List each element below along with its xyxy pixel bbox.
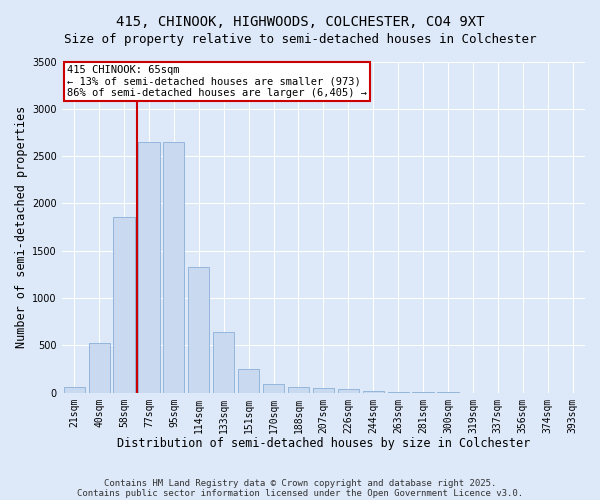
Y-axis label: Number of semi-detached properties: Number of semi-detached properties [15, 106, 28, 348]
Bar [313, 388, 334, 392]
Text: Contains public sector information licensed under the Open Government Licence v3: Contains public sector information licen… [77, 488, 523, 498]
Bar [288, 386, 309, 392]
Bar [64, 386, 85, 392]
Bar [338, 390, 359, 392]
Bar [188, 267, 209, 392]
Text: Size of property relative to semi-detached houses in Colchester: Size of property relative to semi-detach… [64, 32, 536, 46]
Bar [362, 391, 384, 392]
Bar [263, 384, 284, 392]
Text: 415, CHINOOK, HIGHWOODS, COLCHESTER, CO4 9XT: 415, CHINOOK, HIGHWOODS, COLCHESTER, CO4… [116, 15, 484, 29]
Bar [163, 142, 184, 393]
Bar [238, 369, 259, 392]
Bar [89, 343, 110, 392]
Text: Contains HM Land Registry data © Crown copyright and database right 2025.: Contains HM Land Registry data © Crown c… [104, 478, 496, 488]
Bar [113, 216, 134, 392]
X-axis label: Distribution of semi-detached houses by size in Colchester: Distribution of semi-detached houses by … [117, 437, 530, 450]
Bar [213, 332, 235, 392]
Bar [139, 142, 160, 393]
Text: 415 CHINOOK: 65sqm
← 13% of semi-detached houses are smaller (973)
86% of semi-d: 415 CHINOOK: 65sqm ← 13% of semi-detache… [67, 65, 367, 98]
